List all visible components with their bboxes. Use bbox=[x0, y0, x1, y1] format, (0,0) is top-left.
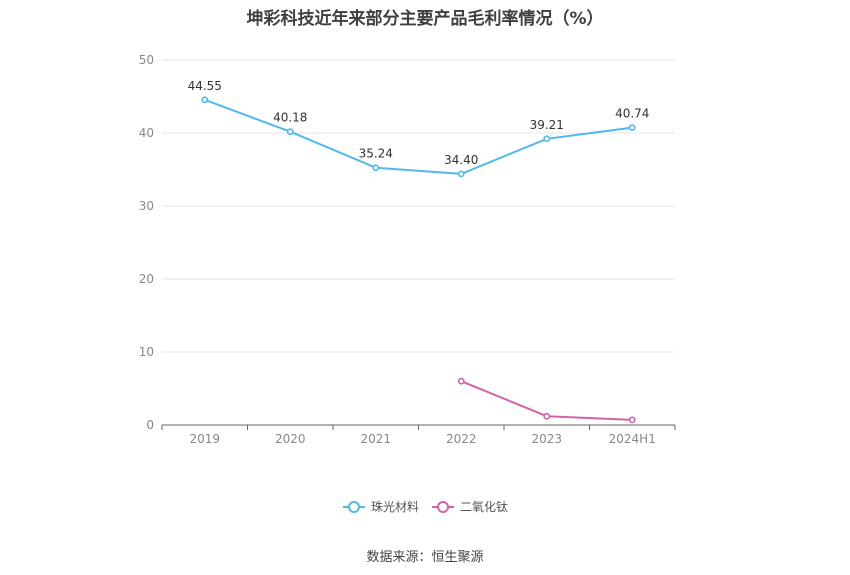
data-labels: 44.55 40.18 35.24 34.40 39.21 40.74 bbox=[188, 79, 650, 167]
legend: 珠光材料 二氧化钛 bbox=[343, 499, 508, 514]
x-tick-label: 2023 bbox=[531, 432, 562, 446]
legend-item: 珠光材料 bbox=[343, 500, 419, 514]
x-tick-label: 2019 bbox=[189, 432, 220, 446]
x-tick-label: 2024H1 bbox=[609, 432, 656, 446]
y-tick-label: 40 bbox=[139, 126, 154, 140]
data-point bbox=[543, 135, 551, 143]
data-point bbox=[628, 124, 636, 131]
chart-title: 坤彩科技近年来部分主要产品毛利率情况（%） bbox=[246, 9, 604, 29]
data-label: 40.74 bbox=[615, 107, 649, 121]
legend-label: 二氧化钛 bbox=[460, 499, 508, 514]
data-label: 40.18 bbox=[273, 111, 307, 125]
legend-label: 珠光材料 bbox=[371, 500, 419, 514]
x-axis bbox=[161, 424, 676, 430]
data-label: 39.21 bbox=[530, 118, 564, 132]
data-point bbox=[372, 164, 380, 172]
y-tick-label: 50 bbox=[139, 53, 154, 67]
y-tick-label: 10 bbox=[139, 345, 154, 359]
y-tick-label: 20 bbox=[139, 272, 154, 286]
data-point bbox=[457, 377, 465, 385]
series-lines bbox=[201, 96, 636, 424]
data-point bbox=[201, 96, 209, 104]
x-tick-label: 2021 bbox=[360, 432, 391, 446]
y-tick-label: 0 bbox=[146, 418, 154, 432]
data-label: 34.40 bbox=[444, 153, 478, 167]
data-label: 35.24 bbox=[359, 147, 393, 161]
legend-item: 二氧化钛 bbox=[432, 499, 508, 514]
data-point bbox=[543, 412, 551, 420]
series-line bbox=[204, 98, 633, 175]
x-tick-label: 2022 bbox=[446, 432, 477, 446]
y-tick-label: 30 bbox=[139, 199, 154, 213]
legend-marker bbox=[348, 501, 360, 513]
data-point bbox=[628, 416, 636, 424]
data-point bbox=[286, 128, 294, 136]
grid-lines bbox=[162, 59, 675, 353]
legend-marker bbox=[437, 501, 449, 513]
x-tick-label: 2020 bbox=[275, 432, 306, 446]
data-label: 44.55 bbox=[188, 79, 222, 93]
source-note: 数据来源：恒生聚源 bbox=[366, 550, 484, 565]
y-tick-labels: 0 10 20 30 40 50 bbox=[139, 53, 154, 432]
x-tick-labels: 2019 2020 2021 2022 2023 2024H1 bbox=[189, 432, 655, 446]
data-point bbox=[457, 170, 465, 178]
